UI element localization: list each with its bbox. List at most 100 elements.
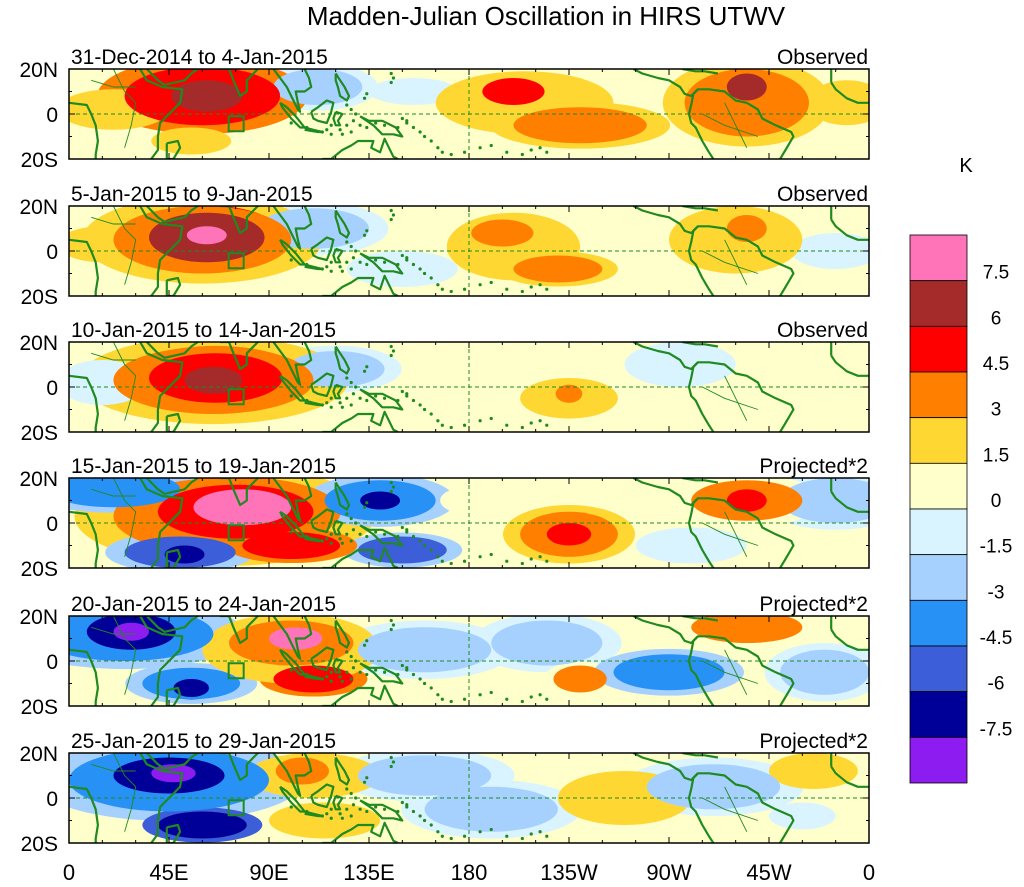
border-line xyxy=(702,522,759,546)
border-line xyxy=(91,626,136,635)
island-dot xyxy=(325,675,329,679)
island-dot xyxy=(349,107,353,112)
contour-blob xyxy=(624,342,736,387)
island-dot xyxy=(529,695,533,699)
colorbar-swatch xyxy=(909,280,968,327)
colorbar-swatch xyxy=(909,417,968,464)
island-dot xyxy=(462,834,467,838)
island-dot xyxy=(305,534,309,539)
contour-blob xyxy=(193,489,292,526)
island-dot xyxy=(529,285,533,289)
island-dot xyxy=(338,675,342,679)
border-line xyxy=(702,386,759,410)
coastline xyxy=(334,209,351,239)
island-dot xyxy=(538,146,542,150)
contour-blob xyxy=(357,536,447,564)
island-dot xyxy=(405,121,409,125)
colorbar-label: 3 xyxy=(991,400,1002,421)
panel-5: 20N 0 20S 20-Jan-2015 to 24-Jan-2015 Project… xyxy=(19,593,870,719)
island-dot xyxy=(436,419,440,423)
island-dot xyxy=(449,152,453,157)
island-dot xyxy=(362,233,367,237)
y-tick-label: 20S xyxy=(21,558,58,581)
colorbar-label: 0 xyxy=(991,491,1002,512)
island-dot xyxy=(400,525,404,530)
coastline xyxy=(692,361,795,432)
island-dot xyxy=(489,827,493,832)
coastline xyxy=(146,69,199,86)
island-dot xyxy=(365,776,369,780)
panel-kind-label: Observed xyxy=(777,183,868,206)
island-dot xyxy=(462,423,467,427)
panel-4: 20N 0 20S 15-Jan-2015 to 19-Jan-2015 Project… xyxy=(19,455,870,581)
coastline xyxy=(682,342,719,348)
y-tick-label: 0 xyxy=(46,651,58,674)
island-dot xyxy=(374,805,378,809)
coastline xyxy=(272,616,313,660)
island-dot xyxy=(325,812,329,816)
coastline xyxy=(830,354,869,377)
coastline xyxy=(272,69,313,113)
coastline xyxy=(69,374,100,432)
coastline xyxy=(272,753,313,797)
colorbar-swatch xyxy=(909,462,968,510)
reference-box xyxy=(227,662,245,680)
island-dot xyxy=(340,132,344,136)
island-dot xyxy=(429,548,433,552)
contour-blob xyxy=(553,665,607,693)
island-dot xyxy=(329,670,333,674)
island-dot xyxy=(391,485,396,489)
island-dot xyxy=(382,123,387,127)
reference-box xyxy=(227,388,245,406)
y-tick-label: 20S xyxy=(21,422,58,445)
island-dot xyxy=(325,265,329,269)
island-dot xyxy=(354,249,358,253)
island-dot xyxy=(320,403,324,407)
colorbar-label: -4.5 xyxy=(980,628,1013,649)
contour-blob xyxy=(613,654,725,691)
colorbar-swatch xyxy=(909,691,968,738)
island-dot xyxy=(362,96,367,100)
island-dot xyxy=(389,217,393,222)
contour-blob xyxy=(780,649,869,695)
contour-blob xyxy=(173,679,210,697)
island-dot xyxy=(374,258,378,262)
contour-blob xyxy=(546,523,592,546)
coastline xyxy=(220,69,259,98)
y-tick-label: 0 xyxy=(46,241,58,264)
island-dot xyxy=(396,809,400,814)
colorbar-label: 7.5 xyxy=(983,263,1009,284)
island-dot xyxy=(338,537,342,541)
island-dot xyxy=(400,253,404,258)
island-dot xyxy=(345,240,349,244)
island-dot xyxy=(329,807,333,811)
contour-blob xyxy=(780,380,869,417)
island-dot xyxy=(440,150,444,154)
island-dot xyxy=(382,670,387,674)
coastline xyxy=(687,366,715,432)
island-dot xyxy=(520,152,524,157)
y-tick-label: 20S xyxy=(21,286,58,309)
colorbar: 7.5 6 4.5 3 1.5 0 -1.5 -3 -4.5 -6 -7.5 K xyxy=(909,155,1013,784)
island-dot xyxy=(345,787,349,791)
island-dot xyxy=(505,697,509,701)
coastline xyxy=(359,662,404,685)
island-dot xyxy=(520,836,524,841)
coastline xyxy=(682,69,719,75)
island-dot xyxy=(329,532,333,536)
island-dot xyxy=(545,423,549,427)
island-dot xyxy=(489,690,493,695)
island-dot xyxy=(520,699,524,704)
island-dot xyxy=(349,244,353,249)
contour-blob xyxy=(513,255,603,283)
island-dot xyxy=(478,283,482,287)
coastline xyxy=(830,628,869,651)
coastline xyxy=(692,88,795,159)
coastline xyxy=(69,101,100,159)
island-dot xyxy=(358,260,362,264)
island-dot xyxy=(349,403,353,407)
island-dot xyxy=(365,398,369,403)
island-dot xyxy=(478,830,482,834)
contour-blob xyxy=(691,616,803,643)
